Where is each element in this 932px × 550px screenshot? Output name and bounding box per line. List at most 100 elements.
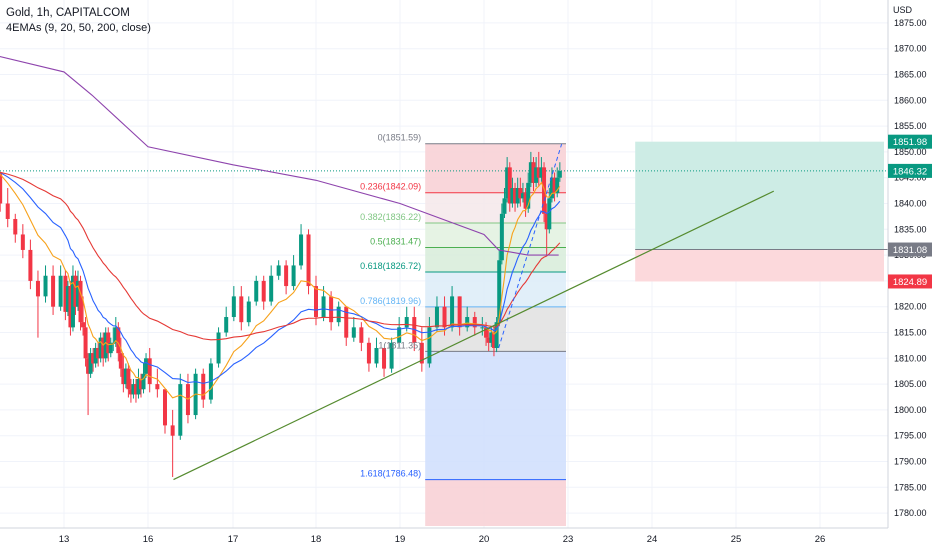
candle-body bbox=[531, 162, 536, 183]
candle-body bbox=[101, 337, 106, 359]
candle-body bbox=[510, 188, 515, 204]
fib-level-label: 0.382(1836.22) bbox=[360, 212, 421, 222]
price-tick-label: 1780.00 bbox=[894, 508, 927, 518]
candle-body bbox=[465, 317, 470, 328]
candle-body bbox=[544, 213, 549, 230]
fib-level-label: 0.5(1831.47) bbox=[370, 237, 421, 247]
candle-body bbox=[261, 280, 266, 302]
candle-body bbox=[178, 384, 183, 436]
candle-body bbox=[35, 280, 40, 297]
candle-body bbox=[141, 373, 146, 390]
candle-body bbox=[536, 167, 541, 178]
candle-body bbox=[113, 327, 118, 343]
candle-body bbox=[239, 296, 244, 323]
candle-body bbox=[70, 275, 75, 328]
price-tick-label: 1870.00 bbox=[894, 44, 927, 54]
candle-body bbox=[103, 332, 108, 359]
price-tick-label: 1850.00 bbox=[894, 147, 927, 157]
candle-body bbox=[299, 234, 304, 266]
fib-level-label: 1.618(1786.48) bbox=[360, 469, 421, 479]
candle-body bbox=[276, 265, 281, 276]
price-tag-label: 1824.89 bbox=[893, 277, 927, 288]
candle-body bbox=[314, 286, 318, 318]
candle-body bbox=[139, 378, 143, 390]
candle-body bbox=[28, 249, 33, 281]
candle-body bbox=[404, 317, 409, 328]
candle-body bbox=[86, 358, 91, 374]
candle-body bbox=[502, 198, 507, 214]
candle-body bbox=[539, 167, 544, 178]
candle-body bbox=[246, 301, 251, 323]
candle-body bbox=[359, 327, 364, 343]
trendline-drawing[interactable] bbox=[173, 144, 775, 481]
time-tick-label: 16 bbox=[143, 534, 154, 545]
candle-body bbox=[366, 342, 371, 364]
ema-20-line bbox=[0, 171, 561, 384]
candle-body bbox=[494, 322, 499, 348]
candle-body bbox=[526, 182, 531, 209]
symbol-title[interactable]: Gold, 1h, CAPITALCOM bbox=[6, 7, 130, 19]
indicator-legend[interactable]: 4EMAs (9, 20, 50, 200, close) bbox=[6, 22, 151, 34]
projection-dashed-line bbox=[498, 144, 563, 349]
candle-body bbox=[83, 327, 88, 359]
candle-body bbox=[457, 296, 462, 328]
candle-body bbox=[126, 368, 131, 390]
candle-body bbox=[147, 358, 152, 385]
price-axis[interactable]: 1780.00 1785.00 1790.00 1795.00 1800.00 1805.… bbox=[887, 0, 932, 550]
long-position-tool[interactable] bbox=[0, 141, 888, 282]
candle-body bbox=[555, 177, 560, 194]
time-tick-label: 13 bbox=[59, 534, 70, 545]
fib-level-label: 0.786(1819.96) bbox=[360, 296, 421, 306]
candle-body bbox=[43, 275, 48, 297]
candle-body bbox=[518, 188, 523, 199]
candle-body bbox=[515, 188, 520, 204]
candle-body bbox=[216, 332, 221, 364]
price-tag-label: 1831.08 bbox=[893, 245, 927, 256]
candle-body bbox=[507, 167, 512, 204]
candle-body bbox=[269, 275, 274, 302]
candle-body bbox=[389, 342, 394, 369]
candlestick-series bbox=[0, 151, 562, 477]
candle-body bbox=[131, 384, 136, 395]
candle-body bbox=[20, 234, 25, 250]
fib-zone bbox=[425, 272, 566, 307]
candle-body bbox=[291, 265, 296, 287]
ema-lines bbox=[0, 55, 561, 400]
ascending-trendline[interactable] bbox=[173, 190, 775, 481]
candle-body bbox=[108, 342, 113, 354]
position-profit-zone bbox=[635, 141, 884, 250]
fib-zone bbox=[425, 351, 566, 480]
price-tick-label: 1790.00 bbox=[894, 457, 927, 467]
currency-label: USD bbox=[893, 5, 913, 15]
price-tag bbox=[888, 242, 932, 257]
candle-body bbox=[528, 162, 533, 183]
candle-body bbox=[116, 327, 121, 354]
time-tick-label: 25 bbox=[731, 534, 742, 545]
candle-body bbox=[344, 306, 349, 338]
price-tag-label: 1846.32 bbox=[893, 166, 927, 177]
price-tick-label: 1875.00 bbox=[894, 18, 927, 28]
price-tick-label: 1805.00 bbox=[894, 379, 927, 389]
time-tick-label: 18 bbox=[311, 534, 322, 545]
candle-body bbox=[520, 193, 525, 199]
candle-body bbox=[68, 286, 73, 328]
candle-body bbox=[397, 327, 402, 343]
candle-body bbox=[442, 306, 447, 328]
price-tick-label: 1835.00 bbox=[894, 224, 927, 234]
candle-body bbox=[128, 389, 133, 395]
candle-body bbox=[552, 177, 557, 194]
candle-body bbox=[254, 280, 259, 302]
time-tick-label: 23 bbox=[563, 534, 574, 545]
candle-body bbox=[118, 353, 123, 369]
candle-body bbox=[96, 347, 101, 359]
ema-9-line bbox=[0, 173, 561, 400]
candle-body bbox=[336, 306, 341, 323]
candle-body bbox=[505, 167, 510, 199]
candle-body bbox=[123, 368, 128, 385]
time-axis[interactable]: 13 16 17 18 19 20 23 24 25 26 bbox=[0, 527, 932, 550]
price-tag bbox=[888, 134, 932, 149]
candle-body bbox=[170, 425, 175, 436]
price-tag bbox=[888, 274, 932, 289]
candle-body bbox=[306, 234, 311, 287]
